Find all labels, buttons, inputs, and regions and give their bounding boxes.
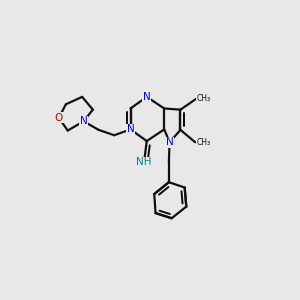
Text: N: N [127,124,134,134]
Text: CH₃: CH₃ [196,94,210,103]
Text: N: N [80,116,87,126]
Text: NH: NH [136,158,152,167]
Text: N: N [166,137,173,147]
Text: CH₃: CH₃ [196,138,210,147]
Text: N: N [143,92,151,102]
Text: O: O [55,113,63,123]
